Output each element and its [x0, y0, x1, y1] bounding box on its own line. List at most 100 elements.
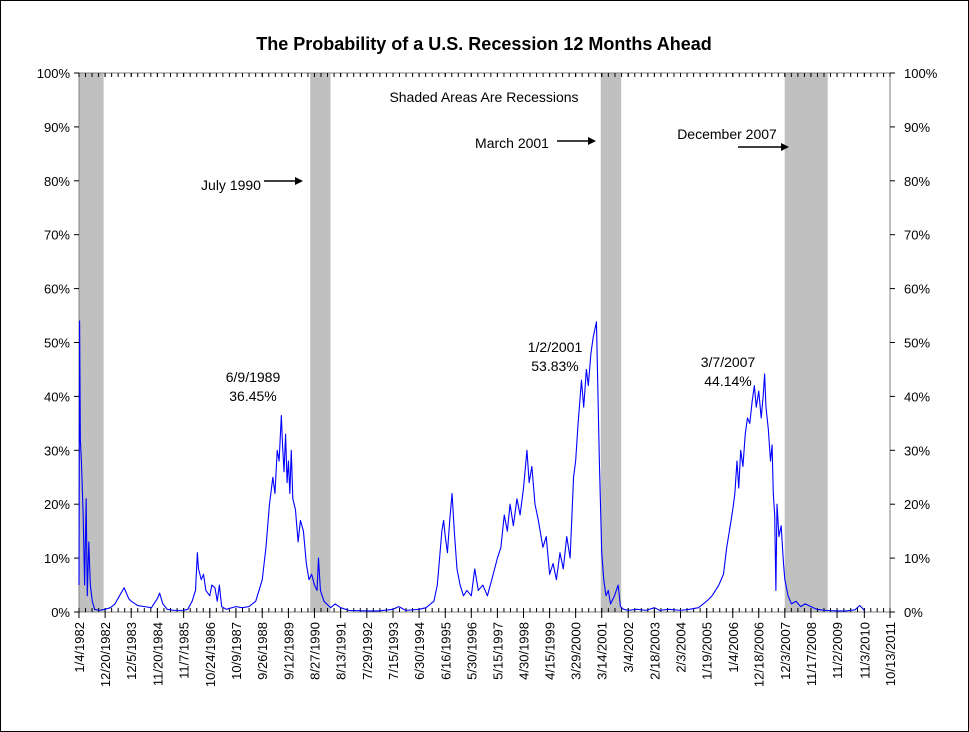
series-point [314, 584, 315, 585]
series-point [151, 607, 152, 608]
series-point [711, 595, 712, 596]
series-point [810, 606, 811, 607]
series-point [646, 610, 647, 611]
x-label: 6/30/1994 [412, 622, 427, 680]
july-1990-arrow [264, 177, 303, 185]
series-point [463, 595, 464, 596]
y-label-left: 20% [44, 497, 70, 512]
series-point [460, 584, 461, 585]
series-point [774, 514, 775, 515]
series-point [144, 606, 145, 607]
series-point [758, 390, 759, 391]
series-point [285, 434, 286, 435]
series-point [566, 536, 567, 537]
series-point [563, 568, 564, 569]
series-point [542, 547, 543, 548]
march-2001-label: March 2001 [475, 135, 549, 151]
y-label-left: 30% [44, 443, 70, 458]
series-point [79, 320, 80, 321]
peak-1989-date: 6/9/1989 [226, 369, 281, 385]
series-point [600, 504, 601, 505]
series-point [614, 595, 615, 596]
series-point [114, 603, 115, 604]
series-point [84, 584, 85, 585]
x-label: 7/29/1992 [360, 622, 375, 680]
series-point [763, 396, 764, 397]
y-label-left: 40% [44, 389, 70, 404]
annotations: Shaded Areas Are Recessions July 1990 Ma… [201, 89, 789, 404]
series-point [861, 607, 862, 608]
series-point [764, 373, 765, 374]
july-1990-label: July 1990 [201, 177, 261, 193]
x-label: 5/30/1996 [464, 622, 479, 680]
y-label-right: 100% [904, 66, 938, 81]
series-point [226, 609, 227, 610]
series-point [295, 509, 296, 510]
series-point [300, 520, 301, 521]
series-point [776, 504, 777, 505]
x-label: 8/13/1991 [334, 622, 349, 680]
series-point [482, 584, 483, 585]
x-label: 4/15/1999 [543, 622, 558, 680]
x-label: 1/19/2005 [700, 622, 715, 680]
y-axis-labels: 0% 0% 10% 10% 20% 20% 30% 30% 40% 40% 50% 50% 60% 60%… [37, 66, 938, 620]
series-point [546, 536, 547, 537]
series-point [378, 610, 379, 611]
series-point [601, 552, 602, 553]
y-label-left: 0% [51, 605, 70, 620]
x-label: 10/13/2011 [883, 622, 898, 686]
series-point [570, 558, 571, 559]
series-point [308, 579, 309, 580]
series-point [99, 610, 100, 611]
series-point [742, 466, 743, 467]
x-label: 2/18/2003 [647, 622, 662, 680]
series-point [162, 603, 163, 604]
plot-area-border [78, 72, 891, 613]
series-point [775, 590, 776, 591]
series-point [556, 579, 557, 580]
series-point [471, 595, 472, 596]
series-point [845, 610, 846, 611]
series-point [433, 601, 434, 602]
series-point [526, 450, 527, 451]
x-label: 10/9/1987 [229, 622, 244, 680]
series-point [608, 590, 609, 591]
peak-2001-value: 53.83% [531, 358, 578, 374]
series-point [628, 610, 629, 611]
series-point [553, 563, 554, 564]
series-point [279, 460, 280, 461]
x-label: 9/26/1988 [255, 622, 270, 680]
series-point [456, 568, 457, 569]
december-2007-label: December 2007 [677, 126, 777, 142]
x-label: 5/15/1997 [490, 622, 505, 680]
series-point [159, 593, 160, 594]
y-label-right: 40% [904, 389, 930, 404]
series-point [581, 380, 582, 381]
series-point [318, 558, 319, 559]
series-point [83, 514, 84, 515]
series-point [747, 417, 748, 418]
series-point [292, 498, 293, 499]
series-point [706, 601, 707, 602]
series-point [805, 603, 806, 604]
series-point [105, 609, 106, 610]
series-point [538, 520, 539, 521]
series-point [680, 610, 681, 611]
series-point [81, 460, 82, 461]
y-label-right: 50% [904, 336, 930, 351]
series-point [167, 609, 168, 610]
x-label: 3/4/2002 [621, 622, 636, 673]
series-point [418, 609, 419, 610]
series-point [265, 547, 266, 548]
series-point [124, 587, 125, 588]
peak-1989-value: 36.45% [229, 388, 276, 404]
series-point [311, 574, 312, 575]
series-point [466, 590, 467, 591]
recession-band-4 [784, 73, 828, 612]
series-point [195, 590, 196, 591]
series-point [586, 369, 587, 370]
series-point [451, 493, 452, 494]
series-point [221, 606, 222, 607]
series-point [754, 385, 755, 386]
